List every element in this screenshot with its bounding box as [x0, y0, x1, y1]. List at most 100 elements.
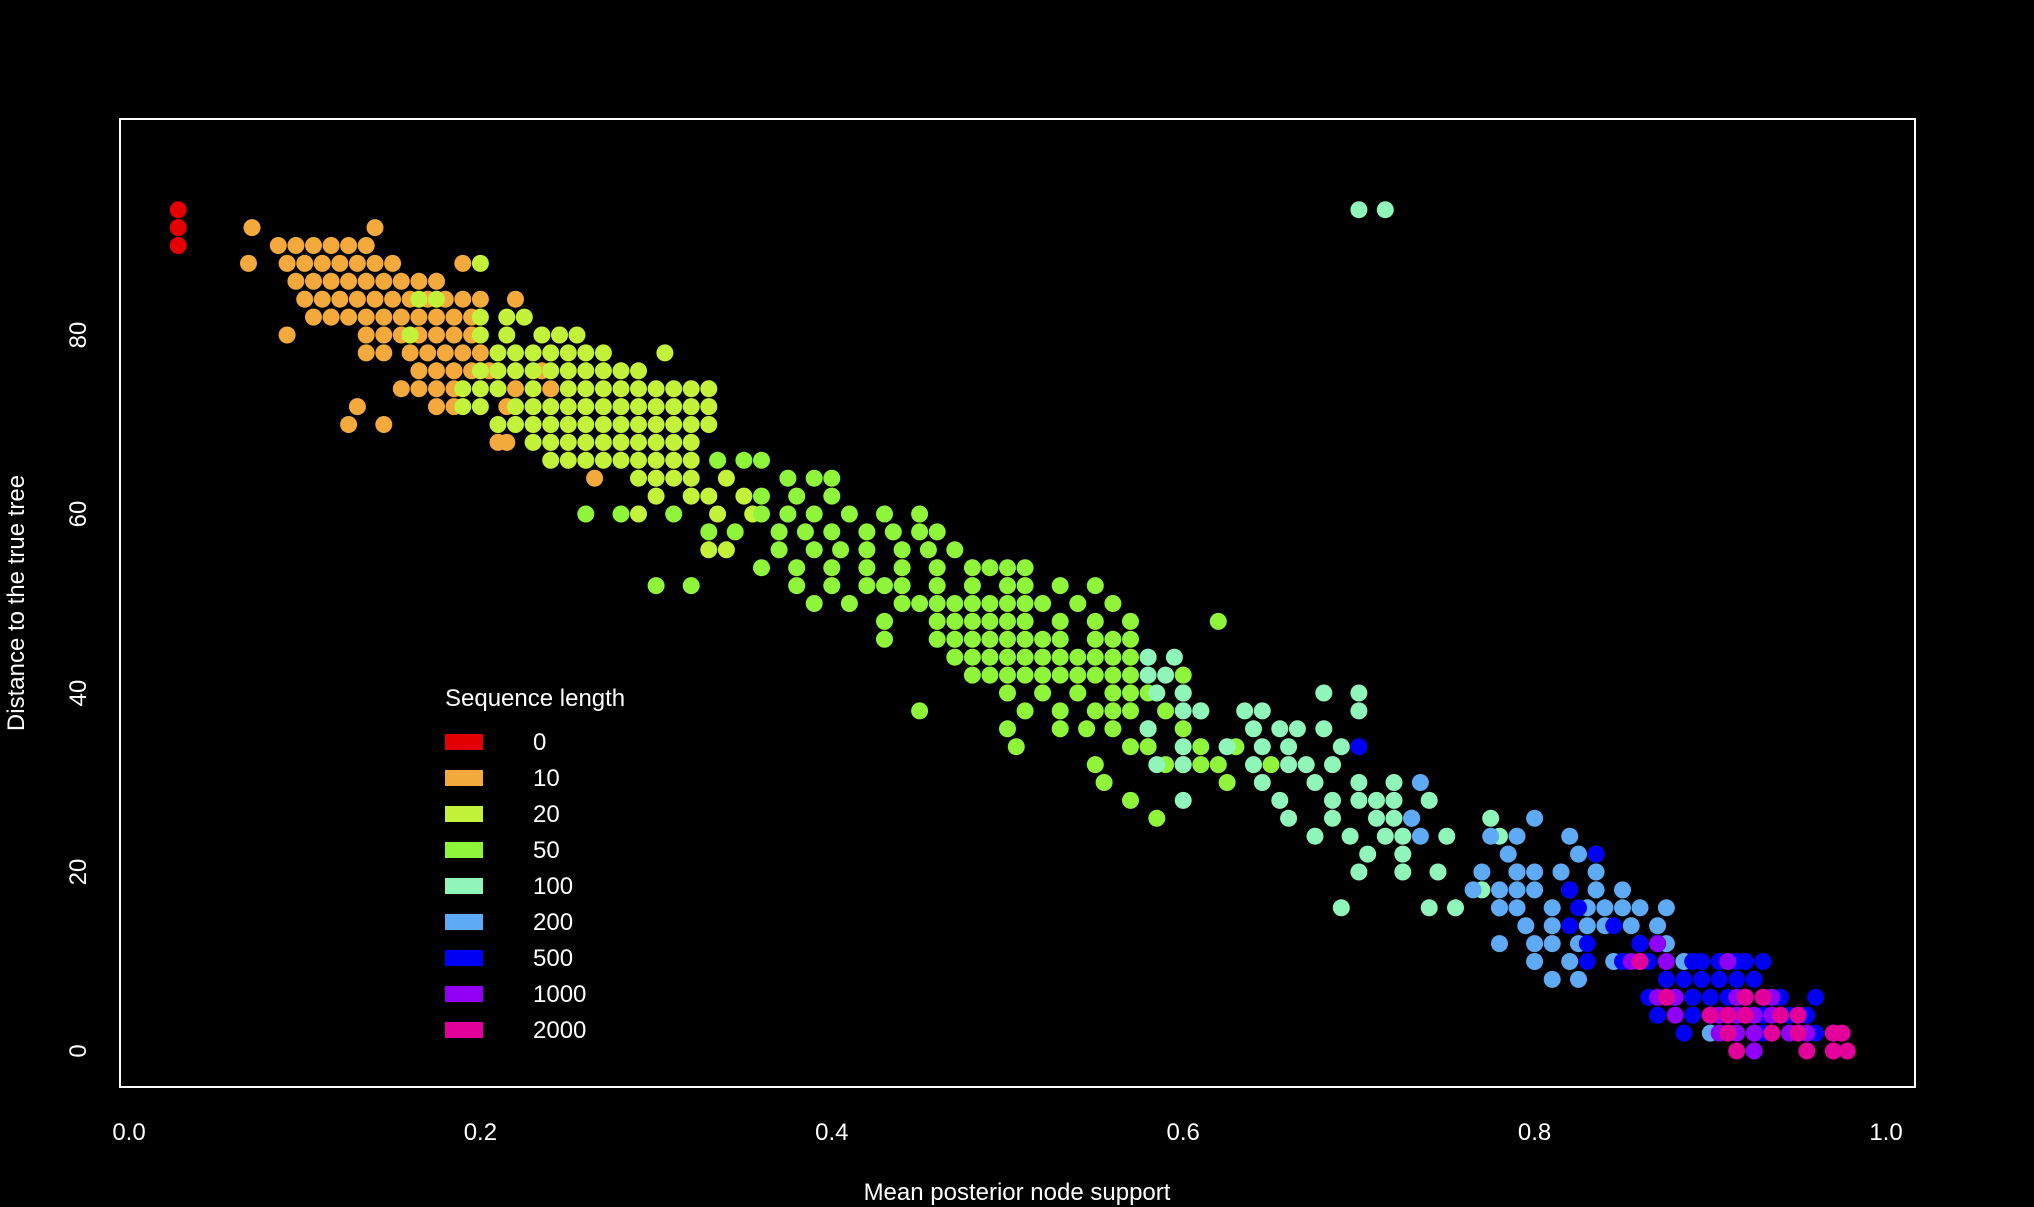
point-50-51 [928, 577, 946, 595]
point-20-31 [471, 380, 489, 398]
point-50-24 [884, 523, 902, 541]
point-2000-6 [1736, 1006, 1754, 1024]
point-50-147 [1262, 756, 1280, 774]
point-50-21 [796, 523, 814, 541]
point-100-49 [1341, 827, 1359, 845]
point-10-41 [357, 308, 375, 326]
point-50-139 [1139, 738, 1157, 756]
point-10-5 [305, 237, 322, 254]
point-20-81 [559, 451, 577, 469]
point-20-96 [700, 487, 718, 505]
point-10-59 [401, 344, 419, 362]
point-200-27 [1614, 899, 1631, 917]
point-10-19 [322, 272, 340, 290]
point-20-76 [630, 433, 647, 451]
point-100-10 [1236, 702, 1254, 720]
point-10-38 [305, 308, 322, 326]
point-10-48 [278, 326, 296, 344]
point-10-2 [240, 254, 257, 272]
point-100-13 [1245, 720, 1262, 738]
point-50-116 [999, 684, 1016, 702]
point-10-65 [428, 362, 445, 380]
point-20-48 [559, 398, 577, 416]
point-50-89 [1051, 630, 1069, 648]
point-10-27 [313, 290, 331, 308]
point-200-8 [1570, 845, 1587, 863]
point-20-35 [577, 380, 595, 398]
point-50-148 [1095, 774, 1113, 791]
point-100-35 [1174, 791, 1192, 809]
point-20-37 [612, 380, 630, 398]
point-50-71 [928, 612, 946, 630]
point-100-20 [1174, 738, 1192, 756]
point-50-100 [1069, 648, 1087, 666]
point-20-101 [700, 541, 718, 559]
point-10-12 [331, 254, 349, 272]
point-50-110 [1051, 666, 1069, 684]
point-2000-8 [1789, 1006, 1807, 1024]
point-50-0 [709, 451, 727, 469]
x-tick-label: 0.0 [112, 1119, 145, 1146]
point-20-16 [559, 344, 577, 362]
point-100-24 [1332, 738, 1350, 756]
point-50-59 [893, 595, 911, 612]
point-50-96 [999, 648, 1016, 666]
point-200-11 [1508, 863, 1526, 881]
legend-swatch-100 [445, 878, 483, 894]
point-10-4 [287, 237, 305, 254]
point-50-91 [1104, 630, 1122, 648]
x-axis-ticks: 0.0 0.2 0.4 0.6 0.8 1.0 [112, 1119, 1902, 1146]
point-50-82 [928, 630, 946, 648]
point-50-15 [840, 505, 858, 523]
x-tick-label: 0.8 [1518, 1119, 1551, 1146]
point-100-33 [1350, 774, 1368, 791]
point-10-53 [428, 326, 445, 344]
point-10-22 [375, 272, 393, 290]
point-50-14 [805, 505, 823, 523]
point-200-34 [1622, 917, 1640, 935]
point-50-27 [770, 541, 788, 559]
point-100-42 [1280, 809, 1298, 827]
point-10-57 [357, 344, 375, 362]
legend-swatch-20 [445, 806, 483, 822]
point-20-71 [542, 433, 560, 451]
point-20-59 [524, 416, 542, 433]
point-50-62 [946, 595, 964, 612]
point-200-48 [1570, 970, 1587, 988]
point-10-84 [498, 433, 516, 451]
point-100-48 [1306, 827, 1324, 845]
point-500-33 [1649, 1006, 1667, 1024]
point-50-45 [682, 577, 700, 595]
plot-frame [119, 118, 1916, 1088]
point-50-102 [1104, 648, 1122, 666]
point-20-15 [542, 344, 560, 362]
point-20-6 [401, 326, 419, 344]
point-100-5 [1157, 666, 1175, 684]
point-20-89 [630, 469, 647, 487]
point-50-149 [1218, 774, 1236, 791]
point-100-43 [1324, 809, 1341, 827]
legend: Sequence length 0 10 20 50 100 200 500 1000 2000 [445, 685, 625, 1044]
point-2000-15 [1798, 1042, 1816, 1060]
point-100-27 [1245, 756, 1262, 774]
point-20-66 [647, 416, 665, 433]
point-20-99 [709, 505, 727, 523]
point-2000-13 [1833, 1024, 1851, 1042]
point-10-26 [296, 290, 314, 308]
point-20-22 [507, 362, 524, 380]
point-20-29 [630, 362, 647, 380]
point-50-55 [1051, 577, 1069, 595]
point-20-7 [471, 326, 489, 344]
point-50-81 [876, 630, 893, 648]
legend-label-500: 500 [533, 945, 573, 972]
point-50-117 [1034, 684, 1052, 702]
point-20-27 [594, 362, 612, 380]
point-20-91 [665, 469, 683, 487]
point-20-28 [612, 362, 630, 380]
point-10-17 [287, 272, 305, 290]
point-20-13 [507, 344, 524, 362]
legend-swatch-500 [445, 950, 483, 966]
point-50-88 [1034, 630, 1052, 648]
point-50-64 [981, 595, 999, 612]
